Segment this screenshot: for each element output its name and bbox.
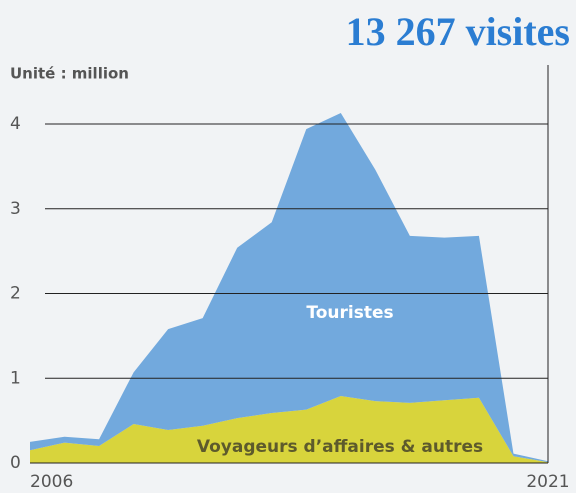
area <box>30 112 548 463</box>
chart-title: 13 267 visites <box>346 9 570 54</box>
x-tick-label: 2006 <box>30 472 73 492</box>
y-tick-label: 3 <box>10 199 21 219</box>
y-axis-label: Unité : million <box>10 65 129 83</box>
x-tick-label: 2021 <box>526 472 569 492</box>
y-tick-label: 4 <box>10 114 21 134</box>
y-tick-label: 1 <box>10 368 21 388</box>
y-tick-label: 0 <box>10 453 21 473</box>
y-tick-label: 2 <box>10 284 21 304</box>
series-label: Voyageurs d’affaires & autres <box>197 437 483 457</box>
series-label: Touristes <box>306 303 393 323</box>
area <box>30 396 548 463</box>
